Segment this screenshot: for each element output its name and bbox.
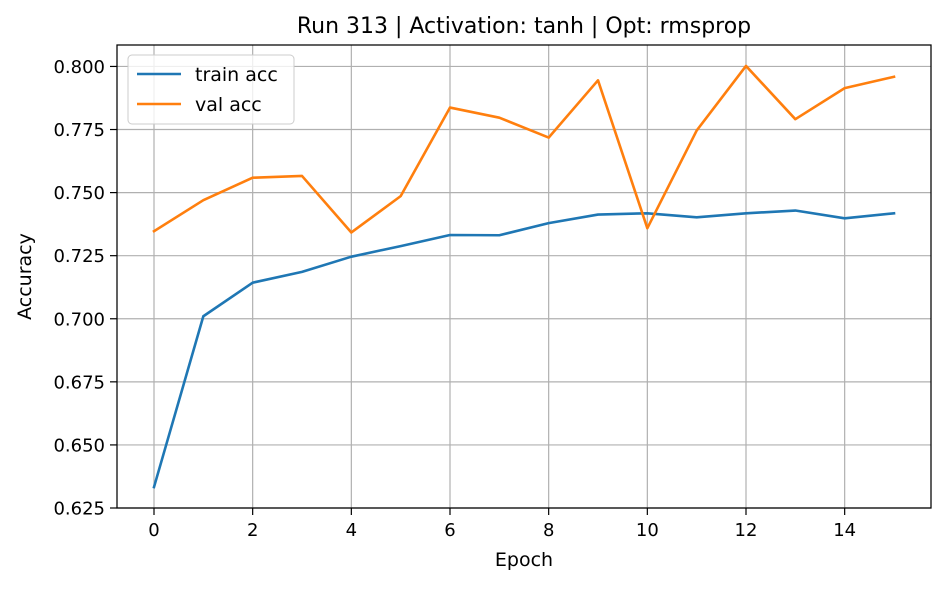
- legend: train acc val acc: [127, 54, 295, 125]
- series-line-val-acc: [152, 64, 896, 234]
- legend-label-val-acc: val acc: [195, 94, 262, 116]
- x-tick-label: 12: [735, 520, 758, 541]
- x-tick-label: 0: [148, 520, 159, 541]
- chart-title: Run 313 | Activation: tanh | Opt: rmspro…: [297, 14, 751, 39]
- x-tick-label: 8: [543, 520, 554, 541]
- x-tick-label: 10: [636, 520, 659, 541]
- series-line-train-acc: [152, 209, 896, 489]
- y-tick-label: 0.800: [53, 57, 105, 78]
- legend-box: [127, 54, 295, 125]
- x-tick-label: 4: [346, 520, 357, 541]
- y-tick-label: 0.725: [53, 246, 105, 267]
- y-tick-label: 0.750: [53, 183, 105, 204]
- y-tick-label: 0.650: [53, 435, 105, 456]
- plot-area-frame: [116, 44, 932, 509]
- legend-label-train-acc: train acc: [195, 64, 278, 86]
- y-tick-label: 0.625: [53, 499, 105, 520]
- x-tick-label: 14: [833, 520, 856, 541]
- x-tick-label: 6: [444, 520, 455, 541]
- y-tick-label: 0.775: [53, 120, 105, 141]
- y-axis-label: Accuracy: [14, 233, 36, 320]
- x-axis: 0 2 4 6 8 10 12 14: [148, 508, 856, 541]
- x-axis-label: Epoch: [495, 549, 553, 571]
- data-series: [152, 64, 896, 489]
- y-tick-label: 0.700: [53, 309, 105, 330]
- x-tick-label: 2: [247, 520, 258, 541]
- y-tick-label: 0.675: [53, 372, 105, 393]
- y-axis: 0.625 0.650 0.675 0.700 0.725 0.750 0.775 0.800: [53, 57, 117, 520]
